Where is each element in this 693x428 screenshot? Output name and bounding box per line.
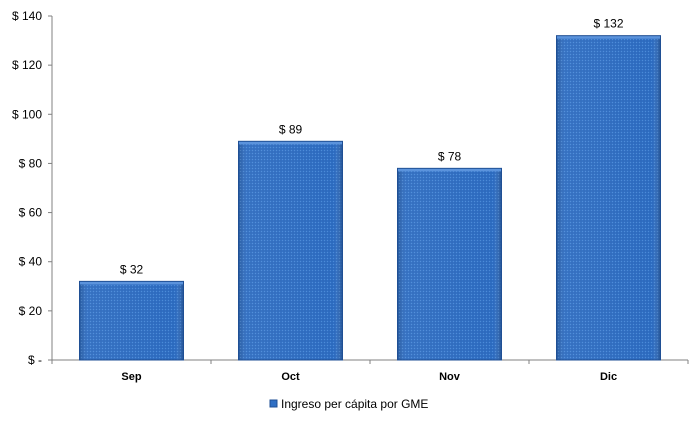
x-tick-label: Nov	[439, 371, 461, 383]
legend-swatch	[269, 399, 278, 408]
bar-top	[397, 168, 502, 172]
y-tick-label: $ 100	[12, 107, 42, 121]
legend: Ingreso per cápita por GME	[269, 397, 428, 411]
y-tick-label: $ 140	[12, 9, 42, 23]
y-tick-label: $ 20	[19, 304, 43, 318]
bar-oct	[238, 140, 343, 361]
bars-group	[79, 35, 661, 361]
y-tick-label: $ -	[28, 353, 42, 367]
y-tick-label: $ 40	[19, 255, 43, 269]
labels-group: $ 32 Sep $ 89 Oct $ 78 Nov $ 132 Dic	[120, 17, 624, 383]
bar-top	[556, 35, 661, 39]
bar-outline	[397, 167, 502, 361]
y-tick-label: $ 60	[19, 206, 43, 220]
bar-nov	[397, 167, 502, 361]
x-tick-label: Oct	[281, 371, 300, 383]
data-label: $ 78	[438, 149, 462, 163]
bar-sep	[79, 280, 184, 361]
bar-shade	[79, 281, 184, 360]
bar-outline	[79, 280, 184, 361]
y-tick-label: $ 80	[19, 156, 43, 170]
bar-top	[238, 141, 343, 145]
y-tick-label: $ 120	[12, 58, 42, 72]
bar-dic	[556, 35, 661, 361]
bar-outline	[238, 140, 343, 361]
data-label: $ 132	[593, 17, 623, 31]
bar-outline	[556, 35, 661, 361]
bar-shade	[397, 168, 502, 360]
bar-shade	[556, 35, 661, 361]
bar-shade	[238, 141, 343, 360]
x-tick-label: Dic	[600, 371, 617, 383]
data-label: $ 89	[279, 122, 303, 136]
bar-top	[79, 281, 184, 285]
x-tick-label: Sep	[121, 371, 141, 383]
legend-label: Ingreso per cápita por GME	[281, 397, 428, 411]
data-label: $ 32	[120, 262, 144, 276]
